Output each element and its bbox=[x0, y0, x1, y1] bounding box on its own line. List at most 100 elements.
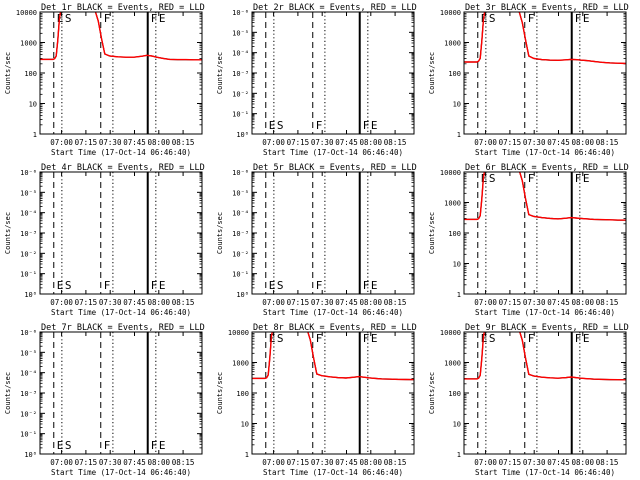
x-tick-label: 07:45 bbox=[123, 298, 146, 307]
marker-label: E bbox=[269, 279, 276, 292]
y-tick-label: 10 bbox=[29, 101, 37, 109]
y-tick-label: 10⁻³ bbox=[20, 390, 37, 398]
y-tick-label: 1 bbox=[245, 451, 249, 459]
series-line-lld bbox=[464, 172, 626, 221]
marker-label: E bbox=[57, 279, 64, 292]
x-tick-label: 08:00 bbox=[148, 298, 171, 307]
marker-label: F bbox=[575, 332, 582, 345]
x-tick-label: 07:00 bbox=[474, 298, 497, 307]
marker-label: F bbox=[151, 439, 158, 452]
marker-label: F bbox=[363, 332, 370, 345]
marker-label: E bbox=[371, 119, 378, 132]
y-tick-label: 10000 bbox=[228, 329, 249, 337]
x-axis-label: Start Time (17-Oct-14 06:46:40) bbox=[263, 308, 403, 317]
y-axis-label: Counts/sec bbox=[4, 212, 12, 254]
x-tick-label: 07:30 bbox=[523, 138, 546, 147]
y-tick-label: 10⁻³ bbox=[232, 230, 249, 238]
panel-det-6r: Det 6r BLACK = Events, RED = LLD Counts/s… bbox=[428, 163, 629, 317]
marker-label: S bbox=[277, 279, 284, 292]
panel-title: Det 9r BLACK = Events, RED = LLD bbox=[465, 323, 629, 333]
series-line-lld bbox=[464, 12, 626, 65]
y-tick-label: 10 bbox=[453, 261, 461, 269]
y-tick-label: 10⁻⁶ bbox=[20, 169, 37, 177]
panel-det-1r: Det 1r BLACK = Events, RED = LLD Counts/s… bbox=[4, 3, 205, 157]
x-tick-label: 07:00 bbox=[262, 458, 285, 467]
marker-label: S bbox=[65, 12, 72, 25]
marker-label: F bbox=[151, 279, 158, 292]
x-tick-label: 07:00 bbox=[262, 298, 285, 307]
y-tick-label: 10⁻⁵ bbox=[20, 189, 37, 197]
panel-det-3r: Det 3r BLACK = Events, RED = LLD Counts/s… bbox=[428, 3, 629, 157]
marker-label: E bbox=[481, 332, 488, 345]
x-tick-label: 08:00 bbox=[572, 138, 595, 147]
y-tick-label: 10⁻⁴ bbox=[232, 210, 249, 218]
y-tick-label: 10⁻¹ bbox=[232, 271, 249, 279]
marker-label: F bbox=[104, 279, 111, 292]
panel-det-4r: Det 4r BLACK = Events, RED = LLD Counts/s… bbox=[4, 163, 205, 317]
x-tick-label: 08:00 bbox=[572, 298, 595, 307]
plot-frame bbox=[251, 11, 415, 135]
y-tick-label: 10⁻¹ bbox=[20, 431, 37, 439]
marker-label: E bbox=[57, 439, 64, 452]
marker-label: F bbox=[316, 332, 323, 345]
y-tick-label: 10⁻⁵ bbox=[20, 349, 37, 357]
x-tick-label: 08:15 bbox=[384, 458, 407, 467]
y-tick-label: 10000 bbox=[440, 329, 461, 337]
marker-label: S bbox=[489, 332, 496, 345]
marker-label: F bbox=[363, 119, 370, 132]
y-tick-label: 1000 bbox=[444, 200, 461, 208]
x-tick-label: 07:15 bbox=[499, 298, 522, 307]
x-tick-label: 08:15 bbox=[596, 138, 619, 147]
x-tick-label: 07:30 bbox=[99, 458, 122, 467]
x-tick-label: 07:30 bbox=[311, 298, 334, 307]
y-tick-label: 100 bbox=[24, 70, 37, 78]
marker-label: S bbox=[65, 439, 72, 452]
y-tick-label: 10⁰ bbox=[24, 291, 37, 299]
x-tick-label: 08:15 bbox=[172, 298, 195, 307]
y-tick-label: 10000 bbox=[16, 9, 37, 17]
panel-title: Det 7r BLACK = Events, RED = LLD bbox=[41, 323, 205, 333]
x-tick-label: 07:00 bbox=[262, 138, 285, 147]
marker-label: S bbox=[489, 12, 496, 25]
y-tick-label: 10000 bbox=[440, 9, 461, 17]
plot-frame bbox=[39, 171, 203, 295]
marker-label: E bbox=[371, 332, 378, 345]
x-tick-label: 08:00 bbox=[148, 458, 171, 467]
plot-frame bbox=[463, 171, 627, 295]
x-tick-label: 08:00 bbox=[360, 458, 383, 467]
panel-det-9r: Det 9r BLACK = Events, RED = LLD Counts/s… bbox=[428, 323, 629, 477]
x-tick-label: 08:15 bbox=[172, 458, 195, 467]
x-tick-label: 07:30 bbox=[99, 298, 122, 307]
x-tick-label: 07:00 bbox=[474, 138, 497, 147]
x-tick-label: 07:45 bbox=[335, 458, 358, 467]
y-tick-label: 1000 bbox=[20, 40, 37, 48]
x-tick-label: 07:00 bbox=[50, 458, 73, 467]
y-tick-label: 10⁻⁴ bbox=[20, 210, 37, 218]
y-tick-label: 1 bbox=[457, 451, 461, 459]
marker-label: E bbox=[371, 279, 378, 292]
x-tick-label: 07:15 bbox=[287, 138, 310, 147]
marker-label: S bbox=[65, 279, 72, 292]
x-tick-label: 07:45 bbox=[547, 458, 570, 467]
x-tick-label: 08:00 bbox=[360, 138, 383, 147]
marker-label: F bbox=[316, 279, 323, 292]
x-axis-label: Start Time (17-Oct-14 06:46:40) bbox=[475, 308, 615, 317]
x-tick-label: 07:30 bbox=[523, 458, 546, 467]
marker-label: F bbox=[363, 279, 370, 292]
marker-label: E bbox=[583, 332, 590, 345]
x-tick-label: 07:30 bbox=[99, 138, 122, 147]
x-tick-label: 08:00 bbox=[148, 138, 171, 147]
marker-label: E bbox=[159, 279, 166, 292]
x-tick-label: 07:00 bbox=[50, 298, 73, 307]
x-tick-label: 07:00 bbox=[50, 138, 73, 147]
marker-label: E bbox=[159, 439, 166, 452]
marker-label: E bbox=[583, 12, 590, 25]
y-tick-label: 10⁻¹ bbox=[20, 271, 37, 279]
marker-label: F bbox=[151, 12, 158, 25]
y-axis-label: Counts/sec bbox=[428, 212, 436, 254]
x-tick-label: 07:30 bbox=[311, 138, 334, 147]
x-tick-label: 07:15 bbox=[499, 138, 522, 147]
x-tick-label: 07:15 bbox=[499, 458, 522, 467]
y-tick-label: 10⁰ bbox=[24, 451, 37, 459]
marker-label: E bbox=[269, 119, 276, 132]
